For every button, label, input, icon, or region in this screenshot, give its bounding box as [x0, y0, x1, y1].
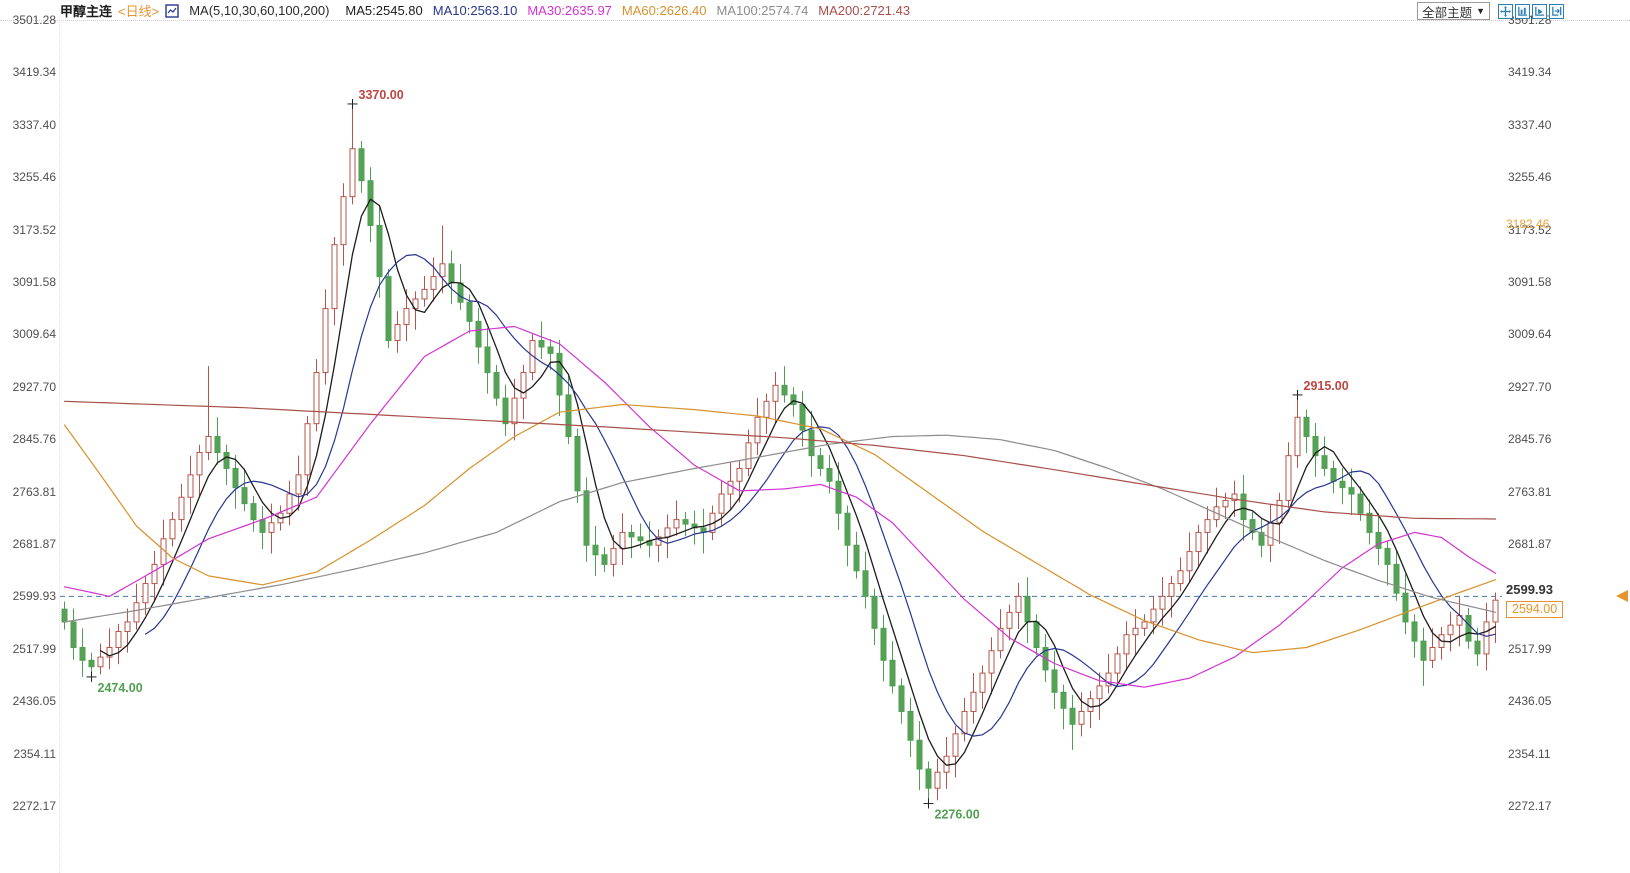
scroll-latest-icon[interactable]	[1549, 3, 1564, 19]
axis-label: 3501.28	[12, 13, 56, 27]
axis-label: 2681.87	[1508, 537, 1552, 551]
axis-label: 2436.05	[1508, 694, 1552, 709]
axis-label: 2927.70	[12, 379, 56, 394]
svg-text:2474.00: 2474.00	[98, 681, 143, 695]
axis-label: 2845.76	[1508, 432, 1552, 447]
axis-label: 2517.99	[1508, 641, 1552, 656]
zoom-x-fit-icon[interactable]	[1532, 3, 1547, 19]
left-plot-border	[59, 20, 60, 873]
price-alert-label: 3182.46	[1506, 216, 1550, 231]
axis-label: 3255.46	[12, 170, 56, 185]
axis-label: 3337.40	[12, 117, 56, 132]
price-annotation: 2276.00	[923, 798, 980, 822]
axis-label: 2272.17	[1508, 799, 1552, 813]
axis-label: 2599.93	[12, 589, 56, 604]
axis-label: 2845.76	[12, 432, 56, 447]
axis-label: 2927.70	[1508, 379, 1552, 394]
ma-value: MA100:2574.74	[716, 3, 809, 18]
svg-text:2915.00: 2915.00	[1304, 379, 1349, 393]
axis-label: 2272.17	[12, 799, 56, 813]
period-label[interactable]: <日线>	[118, 4, 160, 19]
axis-label: 2681.87	[12, 537, 56, 551]
ma-caption[interactable]: MA(5,10,30,60,100,200)	[189, 3, 330, 18]
current-price-box: 2594.00	[1506, 601, 1564, 619]
latest-price-arrow[interactable]	[1616, 590, 1628, 603]
axis-label: 2354.11	[1508, 746, 1551, 761]
axis-label: 3009.64	[1508, 327, 1552, 342]
svg-text:3370.00: 3370.00	[359, 88, 404, 102]
price-annotation: 3370.00	[347, 88, 404, 109]
last-close-label: 2599.93	[1506, 582, 1553, 598]
axis-label: 2763.81	[1508, 484, 1552, 499]
zoom-y-fit-icon[interactable]	[1515, 3, 1530, 19]
ma-value: MA60:2626.40	[621, 3, 707, 18]
axis-label: 2517.99	[12, 641, 56, 656]
theme-dropdown[interactable]: 全部主题 ▼	[1417, 2, 1490, 20]
chart-header: 甲醇主连 <日线> MA(5,10,30,60,100,200) MA5:254…	[60, 2, 910, 19]
svg-text:2276.00: 2276.00	[935, 808, 980, 822]
axis-label: 2763.81	[12, 484, 56, 499]
axis-label: 3419.34	[12, 65, 56, 80]
axis-label: 3419.34	[1508, 65, 1552, 80]
axis-label: 3173.52	[12, 222, 56, 237]
axis-label: 2354.11	[13, 746, 57, 761]
instrument-title: 甲醇主连	[60, 4, 113, 19]
ma-value: MA10:2563.10	[432, 3, 518, 18]
axis-label: 3173.52	[1508, 222, 1552, 237]
crosshair-pan-icon[interactable]	[1498, 3, 1513, 19]
axis-label: 2436.05	[12, 694, 56, 709]
top-grid-rule	[0, 20, 1630, 21]
candlestick-chart-icon	[165, 3, 179, 18]
toolbar: 全部主题 ▼	[1417, 2, 1564, 20]
ma-value: MA200:2721.43	[818, 3, 911, 18]
ma-values-row: MA5:2545.80 MA10:2563.10 MA30:2635.97 MA60:…	[335, 3, 910, 18]
chart-tool-buttons	[1498, 3, 1564, 19]
price-annotation: 2474.00	[86, 671, 143, 695]
axis-label: 3255.46	[1508, 170, 1552, 185]
theme-dropdown-label: 全部主题	[1422, 5, 1473, 20]
price-annotation: 2915.00	[1292, 379, 1349, 400]
chevron-down-icon: ▼	[1476, 6, 1485, 16]
axis-label: 3091.58	[12, 275, 56, 289]
ma-value: MA5:2545.80	[345, 3, 423, 18]
axis-label: 3337.40	[1508, 117, 1552, 132]
axis-label: 3009.64	[12, 327, 56, 342]
axis-label: 3091.58	[1508, 275, 1552, 289]
ma-value: MA30:2635.97	[527, 3, 612, 18]
